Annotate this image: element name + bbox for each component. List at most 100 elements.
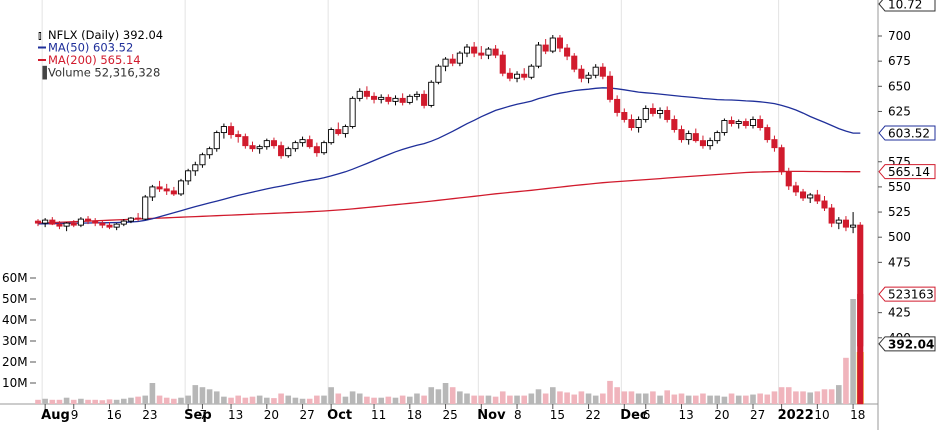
candle-up xyxy=(192,164,199,172)
candle-up xyxy=(528,65,535,78)
ma50-value-flag-shape xyxy=(878,125,936,141)
candle-up xyxy=(263,140,270,148)
candle-down xyxy=(421,93,428,106)
volume-bar xyxy=(242,397,249,404)
volume-bar xyxy=(178,397,184,404)
candle-down xyxy=(692,133,699,142)
price-candles xyxy=(34,34,864,352)
candle-up xyxy=(392,97,399,102)
volume-bar xyxy=(199,387,206,404)
candle-down xyxy=(70,222,77,226)
candle-up xyxy=(721,120,728,134)
candle-down xyxy=(699,140,706,147)
price-tick-label: 675 xyxy=(888,54,911,68)
candle-up xyxy=(378,96,385,100)
volume-bar xyxy=(328,387,334,404)
volume-bar xyxy=(542,393,549,404)
volume-bar xyxy=(314,395,320,404)
volume-bar xyxy=(664,390,670,404)
volume-bar xyxy=(442,383,449,404)
volume-bar xyxy=(585,393,592,404)
volume-bar xyxy=(256,395,263,404)
volume-bar xyxy=(128,397,134,404)
candle-up xyxy=(63,222,70,227)
candle-down xyxy=(792,185,799,193)
candle-up xyxy=(406,95,413,103)
volume-bar xyxy=(628,391,635,404)
volume-bar xyxy=(156,395,163,404)
candle-down xyxy=(371,95,378,100)
volume-bar xyxy=(750,394,756,404)
candle-down xyxy=(857,224,864,347)
candle-down xyxy=(242,136,249,147)
volume-bar xyxy=(464,393,470,404)
volume-bar xyxy=(514,395,520,404)
candle-down xyxy=(628,119,635,128)
volume-bar xyxy=(206,389,213,404)
volume-bar xyxy=(657,395,663,404)
candle-down xyxy=(671,119,678,131)
ma50-value-flag: 603.52 xyxy=(888,127,930,141)
price-tick-label: 650 xyxy=(888,79,911,93)
time-tick-label: 18 xyxy=(407,408,422,422)
volume-bar xyxy=(850,299,856,404)
volume-bar xyxy=(828,389,835,404)
volume-bar xyxy=(564,392,570,404)
volume-bar xyxy=(821,389,828,404)
candle-down xyxy=(92,220,99,224)
ma200-value-flag-shape xyxy=(878,164,936,180)
candle-down xyxy=(828,207,835,224)
candle-down xyxy=(99,222,106,226)
volume-bar xyxy=(292,397,299,404)
candle-down xyxy=(492,48,499,56)
candle-down xyxy=(821,200,828,209)
candle-down xyxy=(521,73,528,78)
price-tick-label: 525 xyxy=(888,205,911,219)
candle-down xyxy=(170,190,177,195)
candle-up xyxy=(292,142,299,150)
candle-up xyxy=(807,194,814,199)
volume-bar xyxy=(192,385,199,404)
candle-up xyxy=(435,65,442,83)
time-tick-label: 18 xyxy=(850,408,865,422)
volume-bar xyxy=(578,391,585,404)
volume-bar xyxy=(378,397,384,404)
volume-bar xyxy=(285,395,292,404)
last-price-flag-shape xyxy=(878,336,936,352)
ma50-line xyxy=(37,87,861,225)
volume-bar xyxy=(414,393,420,404)
last-price-flag: 392.04 xyxy=(888,337,934,351)
candle-up xyxy=(149,186,156,198)
volume-bar xyxy=(685,395,692,404)
volume-bar xyxy=(707,395,713,404)
volume-bar xyxy=(235,395,241,404)
volume-bar xyxy=(764,394,771,404)
candle-up xyxy=(657,109,664,114)
candle-down xyxy=(621,112,628,120)
time-tick-label: Oct xyxy=(327,408,352,423)
candle-up xyxy=(142,196,149,220)
volume-bar xyxy=(642,393,649,404)
candle-up xyxy=(707,140,714,147)
volume-bar xyxy=(721,396,728,404)
volume-bar xyxy=(457,391,463,404)
volume-bar xyxy=(785,387,792,404)
volume-bar xyxy=(407,396,413,404)
candle-up xyxy=(535,44,542,67)
candle-up xyxy=(220,126,227,134)
volume-bar xyxy=(428,387,435,404)
candle-down xyxy=(34,220,42,224)
volume-bar xyxy=(185,395,191,404)
time-tick-label: 2022 xyxy=(778,408,814,423)
top-value-flag: 10.72 xyxy=(888,0,922,12)
volume-bar xyxy=(142,395,149,404)
candle-up xyxy=(342,126,349,135)
volume-bar xyxy=(371,397,377,404)
candle-down xyxy=(385,96,392,102)
volume-bar xyxy=(471,395,477,404)
volume-bar xyxy=(63,397,70,404)
time-tick-label: 7 xyxy=(199,408,207,422)
